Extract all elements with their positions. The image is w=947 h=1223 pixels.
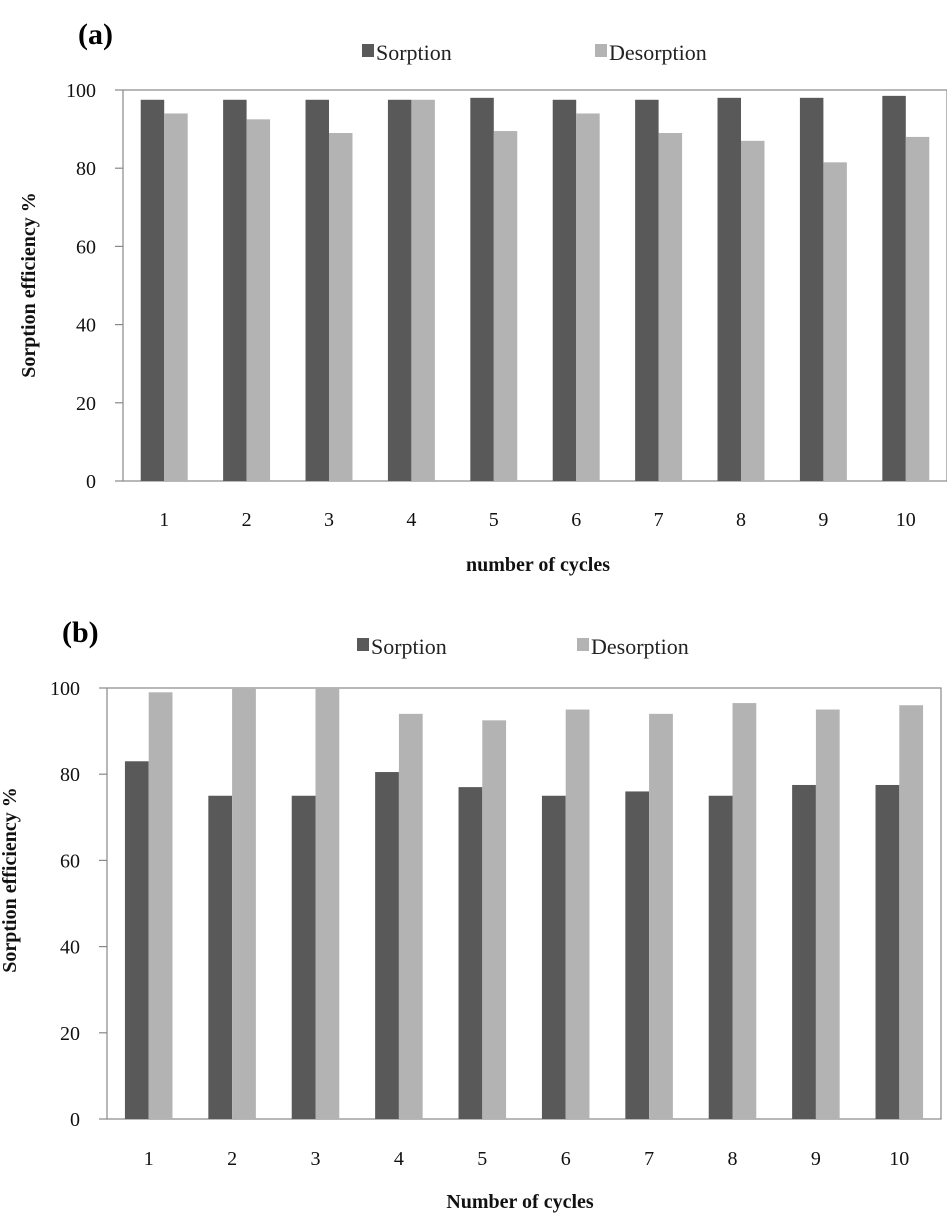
bar-sorption-10 xyxy=(882,95,906,482)
x-tick-label: 3 xyxy=(311,1148,321,1170)
y-axis-title: Sorption efficiency % xyxy=(18,192,40,378)
legend-swatch-desorption xyxy=(577,638,589,651)
y-tick-label: 60 xyxy=(60,850,80,872)
y-tick-label: 40 xyxy=(60,937,80,959)
y-tick-label: 0 xyxy=(86,471,96,493)
panel-label: (a) xyxy=(78,18,113,51)
bar-desorption-1 xyxy=(164,113,188,482)
legend-label-desorption: Desorption xyxy=(609,40,707,65)
x-tick-label: 10 xyxy=(896,509,916,531)
plot-area: 0 20 40 60 80 100 1 2 3 4 5 6 7 8 9 10 xyxy=(50,678,942,1170)
legend-label-sorption: Sorption xyxy=(376,40,452,65)
legend-label-sorption: Sorption xyxy=(371,634,447,659)
bar-sorption-4 xyxy=(387,99,412,482)
bar-desorption-7 xyxy=(658,133,683,481)
bar-desorption-1 xyxy=(148,692,173,1119)
bar-desorption-8 xyxy=(741,140,765,481)
bar-sorption-6 xyxy=(541,795,566,1119)
bar-sorption-5 xyxy=(458,787,483,1119)
y-tick-label: 20 xyxy=(60,1023,80,1045)
bar-desorption-2 xyxy=(232,688,256,1119)
x-tick-label: 5 xyxy=(489,509,499,531)
x-axis-title: number of cycles xyxy=(466,554,610,576)
bar-desorption-5 xyxy=(493,131,518,481)
y-tick-label: 0 xyxy=(70,1109,80,1131)
bar-sorption-9 xyxy=(799,97,824,481)
x-tick-label: 4 xyxy=(394,1148,404,1170)
y-tick-label: 20 xyxy=(76,393,96,415)
bar-sorption-9 xyxy=(792,784,816,1119)
x-tick-label: 9 xyxy=(811,1148,821,1170)
x-tick-label: 1 xyxy=(159,509,169,531)
bar-desorption-4 xyxy=(411,99,435,482)
bar-sorption-8 xyxy=(708,795,733,1119)
legend-swatch-desorption xyxy=(595,44,607,57)
bar-desorption-5 xyxy=(482,720,507,1119)
x-tick-label: 3 xyxy=(324,509,334,531)
bar-desorption-6 xyxy=(576,113,600,482)
plot-frame xyxy=(106,687,942,1120)
x-tick-label: 1 xyxy=(144,1148,154,1170)
x-tick-label: 8 xyxy=(728,1148,738,1170)
bar-desorption-3 xyxy=(329,133,353,481)
y-axis-title: Sorption efficiency % xyxy=(0,787,21,973)
chart-panel-a: (a) Sorption Desorption number of cycles… xyxy=(18,18,947,576)
legend-label-desorption: Desorption xyxy=(591,634,689,659)
y-tick-label: 80 xyxy=(76,158,96,180)
legend: Sorption Desorption xyxy=(362,40,707,65)
bar-desorption-3 xyxy=(315,688,340,1119)
x-tick-label: 2 xyxy=(227,1148,237,1170)
x-tick-label: 2 xyxy=(242,509,252,531)
x-tick-label: 5 xyxy=(477,1148,487,1170)
bar-sorption-1 xyxy=(124,761,149,1119)
bar-desorption-7 xyxy=(649,713,673,1119)
bar-sorption-7 xyxy=(625,791,650,1119)
legend-swatch-sorption xyxy=(362,44,374,57)
x-tick-label: 6 xyxy=(561,1148,571,1170)
y-tick-label: 100 xyxy=(50,678,80,700)
bar-sorption-1 xyxy=(140,99,165,482)
y-tick-label: 100 xyxy=(66,80,96,102)
bar-sorption-10 xyxy=(875,784,900,1119)
y-tick-label: 40 xyxy=(76,315,96,337)
bar-sorption-5 xyxy=(470,97,494,481)
x-tick-label: 9 xyxy=(818,509,828,531)
x-tick-label: 7 xyxy=(654,509,664,531)
x-tick-label: 7 xyxy=(644,1148,654,1170)
bar-desorption-6 xyxy=(565,709,590,1119)
bar-sorption-6 xyxy=(552,99,577,482)
plot-frame xyxy=(122,89,947,482)
panel-label: (b) xyxy=(62,616,99,649)
bar-desorption-10 xyxy=(899,705,924,1119)
chart-panel-b: (b) Sorption Desorption Number of cycles… xyxy=(0,616,942,1213)
bar-sorption-2 xyxy=(208,795,233,1119)
legend: Sorption Desorption xyxy=(357,634,689,659)
x-tick-label: 6 xyxy=(571,509,581,531)
bar-desorption-9 xyxy=(815,709,840,1119)
bar-sorption-8 xyxy=(717,97,741,481)
bar-sorption-3 xyxy=(305,99,329,482)
x-axis-title: Number of cycles xyxy=(446,1191,594,1213)
y-tick-label: 80 xyxy=(60,764,80,786)
bar-sorption-3 xyxy=(291,795,316,1119)
y-tick-label: 60 xyxy=(76,236,96,258)
bar-sorption-7 xyxy=(635,99,659,482)
x-tick-label: 8 xyxy=(736,509,746,531)
bar-desorption-8 xyxy=(732,703,757,1119)
bar-sorption-2 xyxy=(223,99,247,482)
x-tick-label: 4 xyxy=(406,509,416,531)
bar-desorption-2 xyxy=(246,119,271,481)
bar-desorption-4 xyxy=(398,713,423,1119)
legend-swatch-sorption xyxy=(357,638,369,651)
plot-area: 0 20 40 60 80 100 1 2 3 4 5 6 7 8 9 10 xyxy=(66,80,947,531)
bar-desorption-9 xyxy=(823,162,847,481)
bar-desorption-10 xyxy=(905,136,930,482)
bar-sorption-4 xyxy=(375,772,399,1119)
x-tick-label: 10 xyxy=(889,1148,909,1170)
